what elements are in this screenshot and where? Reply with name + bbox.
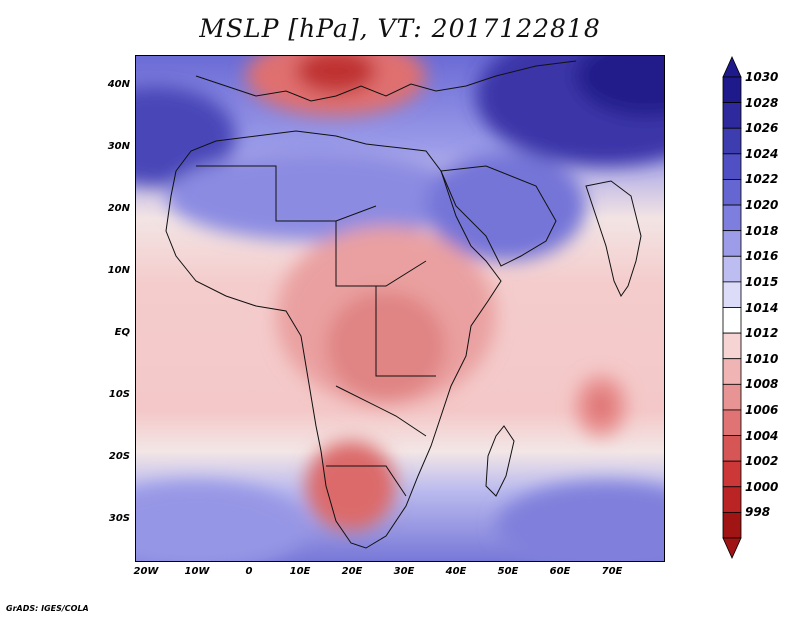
colorbar-label-1022: 1022 <box>745 172 779 187</box>
colorbar-cell-1030 <box>722 76 742 104</box>
colorbar-cell-998 <box>722 511 742 539</box>
lat-label-10n: 10N <box>107 265 130 276</box>
colorbar-cell-1022 <box>722 179 742 206</box>
colorbar-cell-1028 <box>722 102 742 129</box>
colorbar-label-1002: 1002 <box>745 454 779 469</box>
lon-label-40e: 40E <box>445 566 467 577</box>
colorbar-label-1015: 1015 <box>745 274 779 289</box>
lon-label-0: 0 <box>245 566 253 577</box>
lat-label-30s: 30S <box>108 513 130 524</box>
lon-label-30e: 30E <box>393 566 415 577</box>
lon-label-20w: 20W <box>133 566 159 577</box>
grads-credit: GrADS: IGES/COLA <box>6 604 89 613</box>
colorbar-cell-1008 <box>722 383 742 411</box>
colorbar-cells <box>722 56 742 559</box>
colorbar-cell-1010 <box>722 358 742 385</box>
colorbar-top-arrow <box>722 56 742 78</box>
pressure-field <box>136 56 664 561</box>
map-title: MSLP [hPa], VT: 2017122818 <box>199 14 601 43</box>
lon-label-10w: 10W <box>184 566 210 577</box>
lon-label-70e: 70E <box>601 566 623 577</box>
colorbar-cell-1016 <box>722 255 742 283</box>
colorbar <box>722 56 742 559</box>
colorbar-label-1018: 1018 <box>745 223 779 238</box>
lat-label-30n: 30N <box>107 141 130 152</box>
colorbar-label-1010: 1010 <box>745 351 779 366</box>
colorbar-cell-1002 <box>722 460 742 488</box>
colorbar-label-1008: 1008 <box>745 377 779 392</box>
lat-label-40n: 40N <box>107 79 130 90</box>
colorbar-label-1020: 1020 <box>745 198 779 213</box>
colorbar-cell-1015 <box>722 281 742 308</box>
lat-label-10s: 10S <box>108 389 130 400</box>
colorbar-label-1014: 1014 <box>745 300 779 315</box>
lon-label-50e: 50E <box>497 566 519 577</box>
colorbar-cell-1020 <box>722 204 742 232</box>
lat-label-20n: 20N <box>107 203 130 214</box>
colorbar-cell-1012 <box>722 332 742 360</box>
colorbar-cell-1006 <box>722 409 742 436</box>
colorbar-label-1026: 1026 <box>745 121 779 136</box>
colorbar-cell-1018 <box>722 230 742 257</box>
colorbar-cell-1024 <box>722 153 742 180</box>
colorbar-cell-1000 <box>722 486 742 513</box>
lat-label-20s: 20S <box>108 451 130 462</box>
colorbar-label-1016: 1016 <box>745 249 779 264</box>
colorbar-bottom-arrow <box>722 537 742 559</box>
colorbar-label-1028: 1028 <box>745 95 779 110</box>
colorbar-cell-1026 <box>722 127 742 155</box>
colorbar-cell-1014 <box>722 307 742 334</box>
colorbar-label-998: 998 <box>745 505 771 520</box>
lon-label-60e: 60E <box>549 566 571 577</box>
lon-label-20e: 20E <box>341 566 363 577</box>
colorbar-label-1030: 1030 <box>745 70 779 84</box>
colorbar-label-1012: 1012 <box>745 326 779 341</box>
colorbar-label-1004: 1004 <box>745 428 779 443</box>
pressure-map <box>135 55 665 562</box>
lon-label-10e: 10E <box>289 566 311 577</box>
colorbar-label-1006: 1006 <box>745 402 779 417</box>
colorbar-label-1000: 1000 <box>745 479 779 494</box>
lat-label-eq: EQ <box>114 327 130 338</box>
colorbar-cell-1004 <box>722 435 742 462</box>
colorbar-label-1024: 1024 <box>745 146 779 161</box>
